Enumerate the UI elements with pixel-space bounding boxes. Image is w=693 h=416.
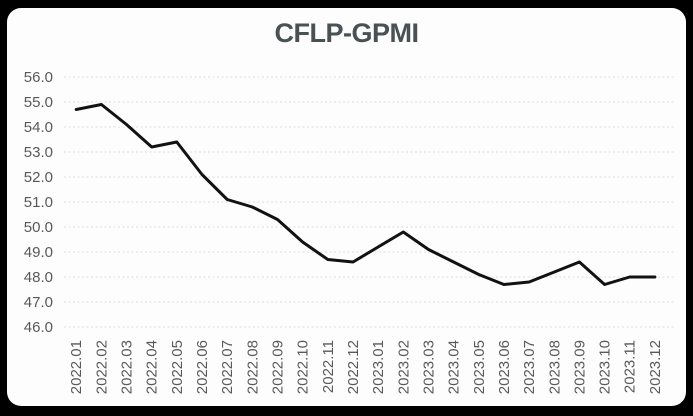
x-axis-tick-label: 2022.10 bbox=[295, 340, 312, 394]
x-axis-tick-label: 2023.08 bbox=[546, 340, 563, 394]
y-axis-tick-label: 50.0 bbox=[24, 219, 53, 236]
x-axis-tick-label: 2023.06 bbox=[496, 340, 513, 394]
x-axis-tick-label: 2022.08 bbox=[244, 340, 261, 394]
x-axis-tick-label: 2023.05 bbox=[471, 340, 488, 394]
x-axis-tick-label: 2022.02 bbox=[93, 340, 110, 394]
x-axis-tick-label: 2023.04 bbox=[446, 340, 463, 394]
x-axis-tick-label: 2022.03 bbox=[119, 340, 136, 394]
y-axis-tick-label: 56.0 bbox=[24, 69, 53, 86]
x-axis-tick-label: 2022.06 bbox=[194, 340, 211, 394]
x-axis-tick-label: 2023.12 bbox=[647, 340, 664, 394]
chart-card bbox=[7, 8, 686, 406]
x-axis-tick-label: 2023.07 bbox=[521, 340, 538, 394]
x-axis-tick-label: 2022.07 bbox=[219, 340, 236, 394]
x-axis-tick-label: 2022.09 bbox=[269, 340, 286, 394]
x-axis-tick-label: 2022.11 bbox=[320, 340, 337, 393]
x-axis-tick-label: 2022.05 bbox=[169, 340, 186, 394]
x-axis-tick-label: 2023.01 bbox=[370, 340, 387, 394]
y-axis-tick-label: 51.0 bbox=[24, 194, 53, 211]
x-axis-tick-label: 2023.09 bbox=[571, 340, 588, 394]
x-axis-tick-label: 2022.01 bbox=[68, 340, 85, 394]
x-axis-tick-label: 2022.04 bbox=[144, 340, 161, 394]
chart-title: CFLP-GPMI bbox=[274, 18, 420, 48]
y-axis-tick-label: 48.0 bbox=[24, 269, 53, 286]
y-axis-tick-label: 55.0 bbox=[24, 94, 53, 111]
x-axis-tick-label: 2022.12 bbox=[345, 340, 362, 394]
x-axis-tick-label: 2023.03 bbox=[420, 340, 437, 394]
y-axis-tick-label: 53.0 bbox=[24, 144, 53, 161]
series-line-cflp-gpmi bbox=[74, 103, 657, 286]
y-axis-tick-label: 46.0 bbox=[24, 319, 53, 336]
y-axis-tick-label: 52.0 bbox=[24, 169, 53, 186]
y-axis-tick-label: 54.0 bbox=[24, 119, 53, 136]
x-axis-tick-label: 2023.10 bbox=[597, 340, 614, 394]
x-axis-tick-label: 2023.02 bbox=[395, 340, 412, 394]
y-axis-tick-label: 47.0 bbox=[24, 294, 53, 311]
y-axis-tick-label: 49.0 bbox=[24, 244, 53, 261]
x-axis-tick-label: 2023.11 bbox=[622, 340, 639, 393]
